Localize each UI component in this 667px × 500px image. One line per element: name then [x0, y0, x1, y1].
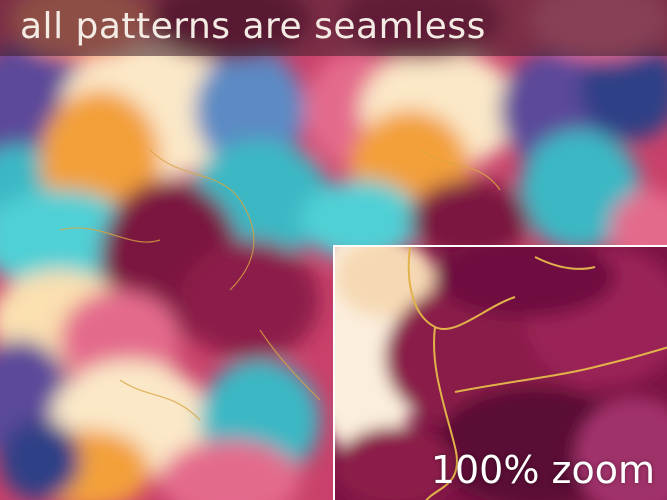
- headline-banner: all patterns are seamless: [0, 0, 667, 56]
- zoom-level-label: 100% zoom: [430, 448, 655, 492]
- zoomed-pattern-detail: [335, 247, 667, 500]
- headline-text: all patterns are seamless: [20, 6, 486, 47]
- zoom-inset: 100% zoom: [333, 245, 667, 500]
